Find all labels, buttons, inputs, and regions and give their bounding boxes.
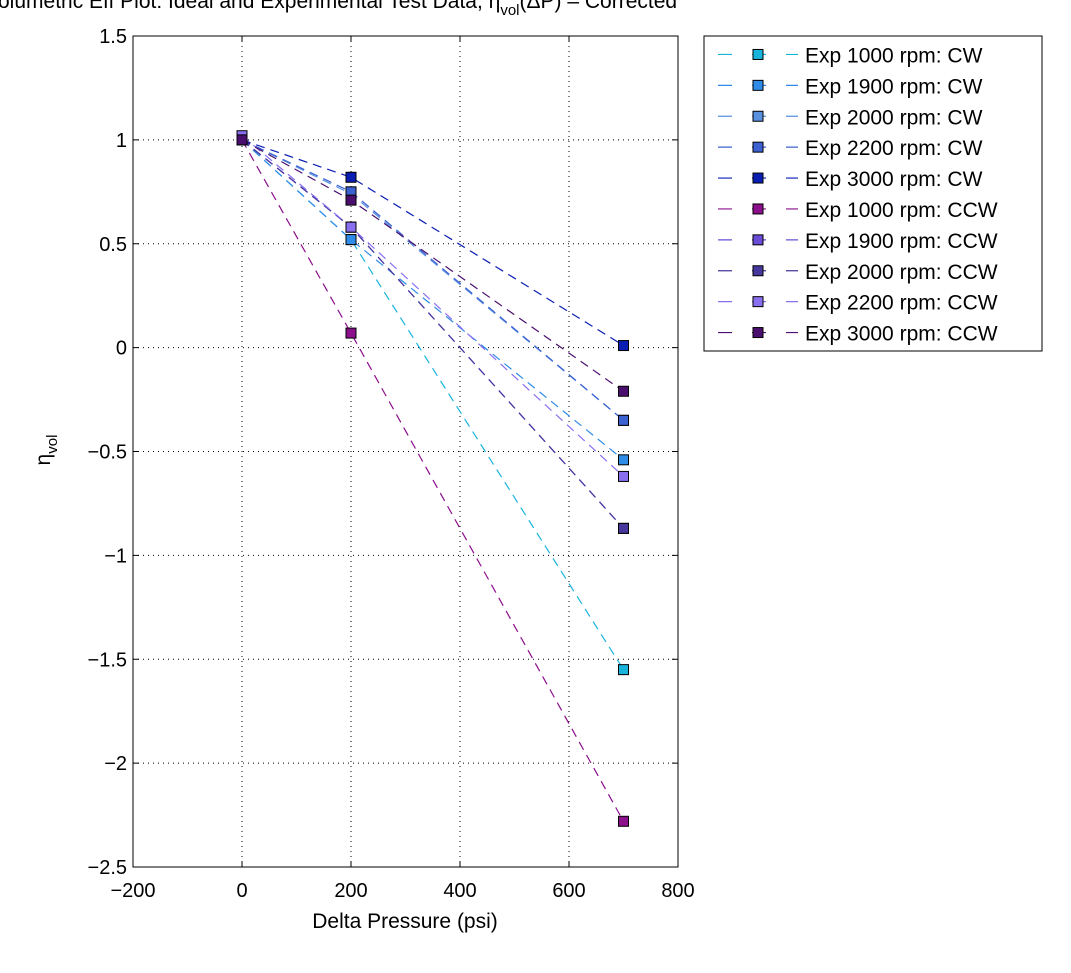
data-point-5-2 [618,815,629,827]
x-tick-label: −200 [110,880,155,902]
legend-item: Exp 3000 rpm: CCW [718,323,998,346]
data-point-8-1 [345,221,357,233]
svg-text:ηvol: ηvol [32,435,61,466]
chart-title: olumetric Eff Plot: Ideal and Experiment… [0,0,677,19]
data-point-0-2 [618,664,629,676]
x-tick-label: 400 [443,880,476,902]
legend-label: Exp 2000 rpm: CCW [805,261,998,284]
plot-area [132,35,679,868]
legend-item: Exp 2200 rpm: CCW [718,292,998,315]
y-axis-label-main: η [32,454,55,466]
y-axis-label-sub: vol [44,435,61,454]
legend-marker [752,296,764,308]
legend-item: Exp 1000 rpm: CW [718,44,983,67]
y-tick-label: −0.5 [88,442,127,464]
series-line-2 [241,139,624,421]
x-tick-label: 200 [334,880,367,902]
legend-marker [752,79,764,91]
legend-label: Exp 1000 rpm: CCW [805,199,998,222]
legend-item: Exp 2200 rpm: CW [718,137,983,160]
x-tick-label: 0 [236,880,247,902]
y-tick-label: −1 [104,545,127,567]
y-axis-label: ηvol [32,435,61,466]
data-point-8-2 [618,470,629,482]
series-markers [236,130,629,827]
chart-title-sub: vol [500,2,519,19]
series-line-4 [241,139,624,347]
data-point-9-0 [236,134,248,146]
x-tick-label: 800 [661,880,694,902]
data-point-5-1 [345,327,357,339]
legend-label: Exp 2000 rpm: CW [805,106,983,129]
legend-label: Exp 3000 rpm: CW [805,168,983,191]
legend-marker [752,203,764,215]
legend-label: Exp 1900 rpm: CCW [805,230,998,253]
axis-ticks: −200 0 200 400 600 800 −2.5 −2 −1.5 −1 −0.5 0 0.5 1 1.… [88,26,695,902]
y-tick-label: 1 [116,130,127,152]
legend-marker [752,110,764,122]
y-tick-label: −2 [104,753,127,775]
x-axis-label: Delta Pressure (psi) [312,910,498,933]
legend-marker [752,141,764,153]
legend-label: Exp 2200 rpm: CCW [805,292,998,315]
data-point-4-2 [618,340,629,352]
data-point-9-1 [345,194,357,206]
y-tick-label: −1.5 [88,649,127,671]
x-tick-label: 600 [552,880,585,902]
legend-marker [752,234,764,246]
y-tick-label: −2.5 [88,857,127,879]
legend-label: Exp 2200 rpm: CW [805,137,983,160]
data-point-1-1 [345,234,357,246]
data-point-9-2 [618,385,629,397]
legend: Exp 1000 rpm: CW Exp 1900 rpm: CW Exp 2000… [703,35,1043,352]
series-line-1 [241,139,624,461]
legend-marker [752,327,764,339]
legend-item: Exp 1000 rpm: CCW [718,199,998,222]
legend-label: Exp 1900 rpm: CW [805,75,983,98]
data-point-3-2 [618,414,629,426]
series-line-0 [241,139,625,670]
legend-item: Exp 2000 rpm: CCW [718,261,998,284]
series-line-6 [241,139,624,529]
legend-marker [752,172,764,184]
series-line-3 [241,139,624,421]
svg-text:olumetric Eff Plot: Ideal and: olumetric Eff Plot: Ideal and Experiment… [0,0,677,19]
series-line-7 [241,139,624,529]
data-point-7-2 [618,522,629,534]
legend-label: Exp 1000 rpm: CW [805,44,983,67]
legend-item: Exp 1900 rpm: CCW [718,230,998,253]
legend-marker [752,48,764,60]
legend-marker [752,265,764,277]
y-tick-label: 0.5 [99,234,127,256]
chart-title-main: olumetric Eff Plot: Ideal and Experiment… [0,0,500,13]
grid [133,36,678,867]
series-lines [241,135,625,822]
y-tick-label: 1.5 [99,26,127,48]
chart-title-tail: (ΔP) – Corrected [520,0,678,13]
legend-item: Exp 2000 rpm: CW [718,106,983,129]
series-line-5 [241,139,625,822]
legend-item: Exp 3000 rpm: CW [718,168,983,191]
legend-label: Exp 3000 rpm: CCW [805,323,998,346]
series-line-9 [241,139,624,392]
y-tick-label: 0 [116,338,127,360]
data-point-4-1 [345,171,357,183]
series-line-8 [241,135,624,477]
data-point-1-2 [618,454,629,466]
legend-item: Exp 1900 rpm: CW [718,75,983,98]
